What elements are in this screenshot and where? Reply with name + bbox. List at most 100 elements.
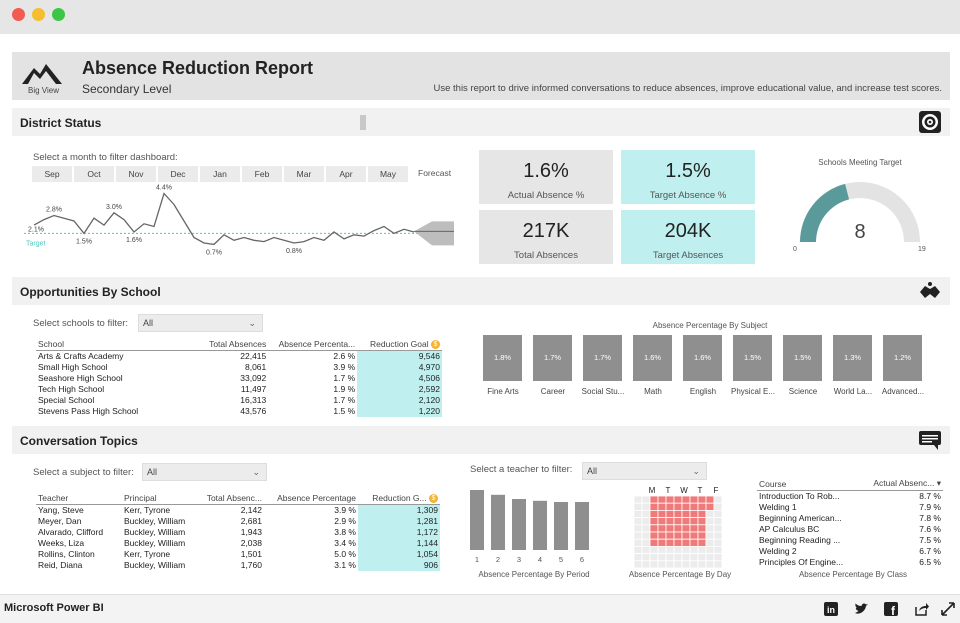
month-button-7[interactable]: Apr (326, 166, 366, 182)
school-filter-dropdown[interactable]: All ⌄ (138, 314, 263, 332)
table-row[interactable]: Special School 16,313 1.7 % 2,120 (36, 394, 442, 406)
heatmap-cell (689, 560, 699, 568)
fullscreen-icon[interactable] (940, 601, 956, 617)
target-icon[interactable] (918, 111, 942, 133)
period-tick-label: 6 (580, 555, 584, 564)
subject-tile-label: English (689, 387, 717, 396)
month-button-0[interactable]: Sep (32, 166, 72, 182)
table-cell: 6.5 % (919, 556, 941, 567)
table-row[interactable]: Rollins, Clinton Kerr, Tyrone 1,501 5.0 % 1,… (36, 548, 440, 560)
table-row[interactable]: Beginning Reading ... 7.5 % (757, 535, 943, 546)
data-label: 1.6% (126, 237, 142, 244)
table-cell: 2,038 (240, 537, 262, 548)
maximize-window-button[interactable] (52, 8, 65, 21)
column-header[interactable]: Actual Absenc... ▾ (853, 478, 943, 491)
table-row[interactable]: Tech High School 11,497 1.9 % 2,592 (36, 383, 442, 395)
subject-tile[interactable]: 1.8% (483, 335, 522, 381)
share-icon[interactable] (913, 601, 929, 617)
month-button-3[interactable]: Dec (158, 166, 198, 182)
table-row[interactable]: Stevens Pass High School 43,576 1.5 % 1,220 (36, 405, 442, 417)
subject-tile[interactable]: 1.5% (783, 335, 822, 381)
column-header[interactable]: Absence Percenta... (268, 338, 358, 351)
heatmap-cell (705, 502, 715, 511)
table-row[interactable]: Principles Of Engine... 6.5 % (757, 557, 943, 568)
linkedin-icon[interactable]: in (823, 601, 839, 617)
column-header[interactable]: Total Absenc... (202, 492, 264, 505)
facebook-icon[interactable]: f (883, 601, 899, 617)
column-header[interactable]: Total Absences (197, 338, 269, 351)
subject-tile[interactable]: 1.7% (533, 335, 572, 381)
heatmap-cell (657, 531, 667, 540)
table-row[interactable]: Arts & Crafts Academy 22,415 2.6 % 9,546 (36, 350, 442, 362)
day-label: M (649, 486, 656, 495)
table-cell: 6.7 % (919, 545, 941, 556)
subject-tile[interactable]: 1.6% (683, 335, 722, 381)
period-bar[interactable] (491, 494, 505, 550)
table-row[interactable]: Small High School 8,061 3.9 % 4,970 (36, 361, 442, 373)
minimize-window-button[interactable] (32, 8, 45, 21)
twitter-icon[interactable] (853, 601, 869, 617)
data-label: 3.0% (106, 204, 122, 211)
teacher-filter-dropdown[interactable]: All ⌄ (582, 462, 707, 480)
table-row[interactable]: Welding 1 7.9 % (757, 502, 943, 513)
column-header[interactable]: Teacher (36, 492, 122, 505)
column-header[interactable]: Reduction Goal $ (357, 338, 442, 351)
heatmap-cell (673, 531, 683, 540)
table-row[interactable]: Beginning American... 7.8 % (757, 513, 943, 524)
period-bar[interactable] (575, 502, 589, 550)
table-row[interactable]: Seashore High School 33,092 1.7 % 4,506 (36, 372, 442, 384)
period-bar[interactable] (470, 490, 484, 550)
svg-text:f: f (891, 604, 896, 617)
subject-tile[interactable]: 1.5% (733, 335, 772, 381)
chevron-down-icon: ⌄ (248, 318, 256, 328)
heatmap-cell (641, 531, 651, 540)
table-row[interactable]: Weeks, Liza Buckley, William 2,038 3.4 % 1,1… (36, 537, 440, 549)
period-bar-chart[interactable]: 1 2 3 4 5 6 (466, 486, 594, 566)
heatmap-cell (697, 531, 707, 540)
chat-icon[interactable] (918, 429, 942, 451)
subject-filter-dropdown[interactable]: All ⌄ (142, 463, 267, 481)
absence-trend-chart[interactable]: 2.8% 3.0% 4.4% 2.1% 1.5% 1.6% 0.7% 0.8% Target (24, 184, 460, 266)
subject-tile[interactable]: 1.3% (833, 335, 872, 381)
period-bar[interactable] (533, 500, 547, 550)
month-button-2[interactable]: Nov (116, 166, 156, 182)
column-header[interactable]: Course (757, 478, 853, 491)
table-row[interactable]: AP Calculus BC 7.6 % (757, 524, 943, 535)
column-header[interactable]: Absence Percentage (264, 492, 358, 505)
heatmap-cell (657, 502, 667, 511)
scroll-handle[interactable] (360, 115, 366, 130)
column-header[interactable]: Principal (122, 492, 202, 505)
table-cell: Weeks, Liza (38, 537, 85, 548)
day-label: T (698, 486, 703, 495)
table-cell: 1,144 (358, 537, 440, 549)
handshake-icon[interactable] (918, 280, 942, 302)
period-tick-label: 4 (538, 555, 542, 564)
table-row[interactable]: Welding 2 6.7 % (757, 546, 943, 557)
kpi-total-absences: 217K Total Absences (479, 210, 613, 264)
subject-tile[interactable]: 1.6% (633, 335, 672, 381)
close-window-button[interactable] (12, 8, 25, 21)
subject-tile[interactable]: 1.2% (883, 335, 922, 381)
table-row[interactable]: Meyer, Dan Buckley, William 2,681 2.9 % 1,28… (36, 515, 440, 527)
column-header[interactable]: School (36, 338, 198, 351)
period-bar[interactable] (554, 502, 568, 550)
month-button-1[interactable]: Oct (74, 166, 114, 182)
month-filter-label: Select a month to filter dashboard: (33, 152, 178, 163)
month-button-6[interactable]: Mar (284, 166, 324, 182)
column-header[interactable]: Reduction G... $ (358, 492, 440, 505)
svg-text:in: in (827, 605, 835, 615)
table-row[interactable]: Introduction To Rob... 8.7 % (757, 490, 943, 502)
table-cell: 7.6 % (919, 523, 941, 534)
table-row[interactable]: Reid, Diana Buckley, William 1,760 3.1 % 906 (36, 559, 440, 571)
data-label: 1.5% (76, 238, 92, 245)
subject-tile[interactable]: 1.7% (583, 335, 622, 381)
month-button-5[interactable]: Feb (242, 166, 282, 182)
table-row[interactable]: Alvarado, Clifford Buckley, William 1,943 3… (36, 526, 440, 538)
month-button-8[interactable]: May (368, 166, 408, 182)
reduction-goal-header: Reduction Goal (370, 338, 429, 349)
table-row[interactable]: Yang, Steve Kerr, Tyrone 2,142 3.9 % 1,309 (36, 504, 440, 516)
schools-meeting-target-gauge[interactable]: 8 (788, 172, 932, 250)
period-bar[interactable] (512, 499, 526, 550)
month-button-4[interactable]: Jan (200, 166, 240, 182)
